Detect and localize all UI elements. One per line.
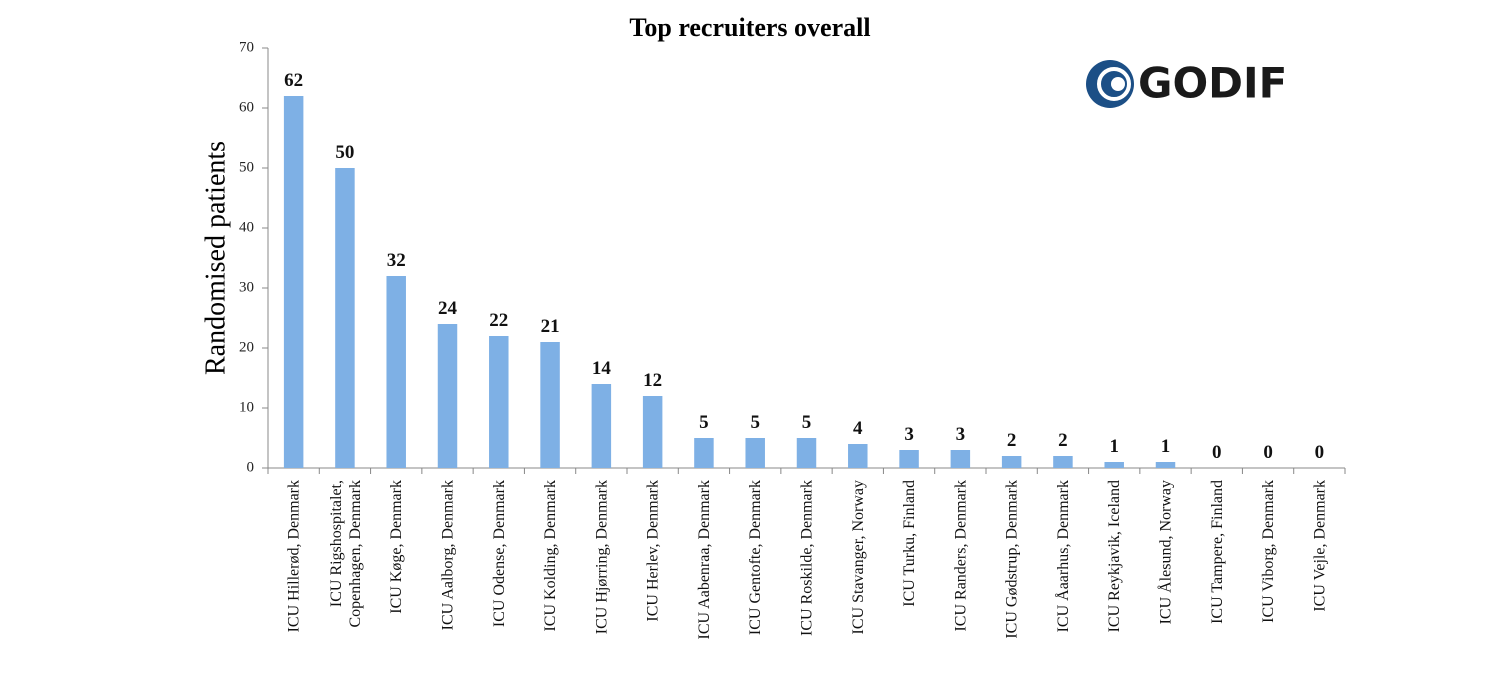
x-tick-label-line: ICU Hillerød, Denmark: [286, 480, 303, 632]
value-label: 0: [1212, 442, 1222, 463]
x-tick-label: ICU Tampere, Finland: [1209, 480, 1226, 624]
value-label: 24: [438, 298, 458, 319]
y-axis-label: Randomised patients: [200, 141, 231, 375]
bar: [899, 450, 919, 468]
logo-icon: [1086, 60, 1134, 108]
x-tick-label-line: ICU Aabenraa, Denmark: [696, 480, 713, 640]
x-tick-label: ICU Herlev, Denmark: [645, 480, 662, 622]
chart-title: Top recruiters overall: [629, 13, 870, 42]
bar: [283, 96, 304, 468]
x-tick-label: ICU Reykjavik, Iceland: [1106, 480, 1123, 632]
bar: [540, 342, 560, 468]
x-tick-label: ICU Kolding, Denmark: [542, 480, 559, 632]
x-tick-label: ICU Gentofte, Denmark: [747, 480, 764, 635]
x-tick-label-line: ICU Gødstrup, Denmark: [1004, 480, 1021, 639]
value-label: 1: [1161, 436, 1171, 457]
value-label: 2: [1058, 430, 1068, 451]
value-label: 3: [956, 424, 966, 445]
bar: [1053, 456, 1073, 468]
logo-icon-ring: [1097, 67, 1131, 101]
x-tick-label-line: ICU Køge, Denmark: [388, 480, 405, 614]
x-tick-label-line: ICU Turku, Finland: [901, 480, 918, 607]
value-label: 3: [904, 424, 914, 445]
bar: [950, 450, 971, 468]
bar: [1001, 456, 1022, 468]
x-tick-label: ICU Køge, Denmark: [388, 480, 405, 614]
y-tick-label: 70: [239, 39, 254, 55]
value-label: 0: [1315, 442, 1325, 463]
x-tick-label: ICU Vejle, Denmark: [1311, 480, 1328, 612]
logo-text: GODIF: [1138, 59, 1287, 108]
bar: [745, 438, 765, 468]
x-tick-label: ICU Hillerød, Denmark: [286, 480, 303, 632]
x-tick-label: ICU Randers, Denmark: [952, 480, 969, 632]
x-tick-label-line: ICU Herlev, Denmark: [645, 480, 662, 622]
logo-icon-core: [1111, 77, 1125, 91]
bar: [437, 324, 458, 468]
value-label: 0: [1263, 442, 1273, 463]
x-tick-label: ICU Viborg, Denmark: [1260, 480, 1277, 623]
x-tick-label: ICU Odense, Denmark: [491, 480, 508, 627]
value-label: 50: [335, 142, 354, 163]
x-tick-label-line: ICU Stavanger, Norway: [850, 480, 867, 634]
x-tick-label-line: ICU Roskilde, Denmark: [799, 480, 816, 636]
value-label: 32: [387, 250, 406, 271]
x-tick-label-line: ICU Hjørring, Denmark: [593, 480, 610, 634]
value-label: 21: [541, 316, 560, 337]
bar: [489, 336, 509, 468]
y-tick-label: 30: [239, 279, 254, 295]
x-tick-label-line: ICU Odense, Denmark: [491, 480, 508, 627]
bar: [591, 384, 612, 468]
x-tick-label: ICU Aabenraa, Denmark: [696, 480, 713, 640]
value-label: 2: [1007, 430, 1017, 451]
x-tick-label: ICU Ålesund, Norway: [1157, 480, 1175, 624]
bar: [386, 276, 406, 468]
x-tick-label-line: ICU Kolding, Denmark: [542, 480, 559, 632]
value-label: 5: [699, 412, 709, 433]
x-tick-label-line: ICU Vejle, Denmark: [1311, 480, 1328, 612]
bar: [796, 438, 817, 468]
x-tick-label-line: ICU Reykjavik, Iceland: [1106, 480, 1123, 632]
x-tick-label: ICU Turku, Finland: [901, 480, 918, 607]
bar: [848, 444, 868, 468]
x-tick-label: ICU Åaarhus, Denmark: [1054, 480, 1072, 632]
value-label: 62: [284, 70, 303, 91]
bar: [694, 438, 714, 468]
bar: [335, 168, 355, 468]
x-tick-label-line: ICU Gentofte, Denmark: [747, 480, 764, 635]
x-tick-label-line: ICU Viborg, Denmark: [1260, 480, 1277, 623]
x-tick-label-line: ICU Tampere, Finland: [1209, 480, 1226, 624]
bar: [1104, 462, 1124, 468]
x-tick-label-line: ICU Ålesund, Norway: [1157, 480, 1175, 624]
y-tick-label: 50: [239, 159, 254, 175]
x-tick-label-line: ICU Randers, Denmark: [952, 480, 969, 632]
y-tick-label: 40: [239, 219, 254, 235]
value-label: 1: [1109, 436, 1119, 457]
bar: [1155, 462, 1176, 468]
x-tick-label: ICU Hjørring, Denmark: [593, 480, 610, 634]
logo: GODIF: [1086, 59, 1287, 108]
y-tick-label: 60: [239, 99, 254, 115]
x-tick-label: ICU Rigshospitalet, Copenhagen, Denmark: [328, 480, 364, 628]
x-tick-label: ICU Aalborg, Denmark: [440, 480, 457, 630]
x-tick-label-line: ICU Åaarhus, Denmark: [1054, 480, 1072, 632]
value-label: 12: [643, 370, 662, 391]
x-tick-label: ICU Roskilde, Denmark: [799, 480, 816, 636]
x-tick-label-line: ICU Rigshospitalet,: [328, 480, 345, 607]
x-tick-label-line: ICU Aalborg, Denmark: [440, 480, 457, 630]
bar: [642, 396, 663, 468]
value-label: 4: [853, 418, 863, 439]
y-tick-label: 20: [239, 339, 254, 355]
x-tick-label: ICU Stavanger, Norway: [850, 480, 867, 634]
y-tick-label: 10: [239, 399, 254, 415]
value-label: 5: [802, 412, 812, 433]
value-label: 22: [489, 310, 508, 331]
x-tick-label-line: Copenhagen, Denmark: [347, 480, 364, 628]
x-tick-label: ICU Gødstrup, Denmark: [1004, 480, 1021, 639]
value-label: 5: [750, 412, 760, 433]
y-tick-label: 0: [247, 459, 255, 475]
value-label: 14: [592, 358, 612, 379]
